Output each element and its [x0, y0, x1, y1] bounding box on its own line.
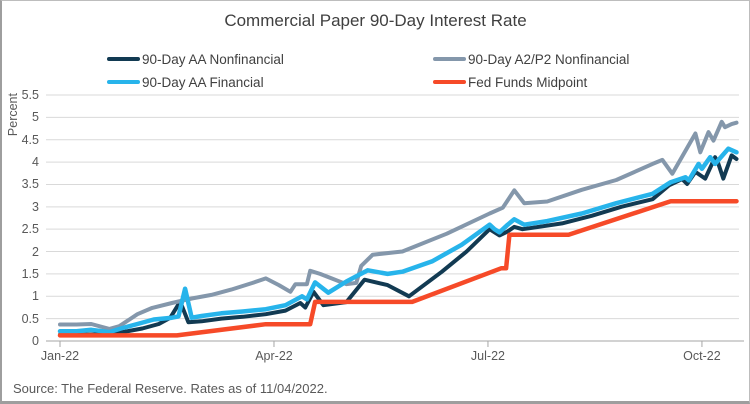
x-tick-label: Jan-22: [40, 349, 80, 363]
line-swatch-aa-nonfinancial-icon: [107, 57, 140, 61]
series-line-1: [58, 119, 739, 331]
y-tick-label: 5.5: [21, 88, 39, 102]
y-tick-label: 3: [32, 199, 39, 214]
y-tick-label: 1: [32, 289, 39, 304]
x-tick-label: Apr-22: [255, 349, 293, 363]
source-note: Source: The Federal Reserve. Rates as of…: [13, 381, 328, 396]
line-swatch-aa-financial-icon: [107, 79, 140, 85]
y-tick-label: 2.5: [21, 222, 39, 237]
chart-title: Commercial Paper 90-Day Interest Rate: [224, 11, 527, 30]
y-tick-label: 3.5: [21, 177, 39, 192]
legend-item-a2p2-nonfinancial: 90-Day A2/P2 Nonfinancial: [433, 51, 629, 67]
series-line-3: [57, 198, 739, 338]
y-tick-label: 4.5: [21, 132, 39, 147]
y-tick-label: 2: [32, 244, 39, 259]
legend-label-aa-financial: 90-Day AA Financial: [142, 74, 264, 90]
line-swatch-a2p2-nonfinancial-icon: [433, 57, 466, 61]
x-tick-label: Jul-22: [470, 349, 505, 363]
legend-label-a2p2-nonfinancial: 90-Day A2/P2 Nonfinancial: [468, 51, 630, 67]
legend-item-fed-funds: Fed Funds Midpoint: [433, 74, 587, 90]
y-tick-label: 4: [32, 155, 39, 170]
y-tick-label: 5: [32, 110, 39, 125]
legend-label-aa-nonfinancial: 90-Day AA Nonfinancial: [142, 51, 284, 67]
legend-item-aa-financial: 90-Day AA Financial: [107, 74, 264, 90]
y-tick-label: 1.5: [21, 266, 39, 281]
y-tick-label: 0: [32, 334, 39, 348]
legend-label-fed-funds: Fed Funds Midpoint: [468, 74, 588, 90]
series-line-0: [58, 153, 739, 337]
line-swatch-fed-funds-icon: [433, 79, 466, 85]
series-line-2: [57, 146, 739, 335]
y-tick-label: 0.5: [21, 311, 39, 326]
legend-item-aa-nonfinancial: 90-Day AA Nonfinancial: [107, 51, 284, 67]
x-tick-label: Oct-22: [683, 349, 721, 363]
